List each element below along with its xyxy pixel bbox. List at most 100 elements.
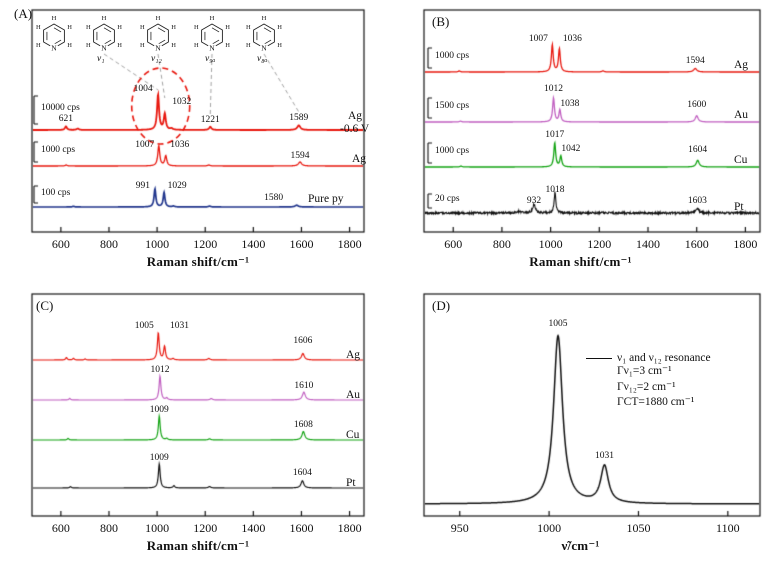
peak-label: 1032 xyxy=(172,97,192,107)
vibration-mode-label: ν₈ₐ xyxy=(257,54,268,64)
peak-label: 1608 xyxy=(293,420,313,430)
series-label: Cu xyxy=(346,429,360,441)
legend-gamma-ct: ΓCT=1880 cm⁻¹ xyxy=(617,396,695,408)
scalebar-label: 10000 cps xyxy=(41,103,80,113)
hydrogen-atom-label: H xyxy=(140,24,145,31)
peak-label: 1012 xyxy=(150,365,170,375)
series-label: Ag xyxy=(352,153,367,165)
nitrogen-atom-label: N xyxy=(51,44,57,53)
peak-label: 1604 xyxy=(688,145,708,155)
vibration-mode-label: ν₁₂ xyxy=(151,54,162,64)
nitrogen-atom-label: N xyxy=(261,44,267,53)
peak-label: 1018 xyxy=(545,185,565,195)
hydrogen-atom-label: H xyxy=(210,15,215,22)
x-tick-label: 950 xyxy=(450,521,469,535)
x-tick-label: 1000 xyxy=(537,521,562,535)
hydrogen-atom-label: H xyxy=(246,42,251,49)
hydrogen-atom-label: H xyxy=(225,42,230,49)
x-tick-label: 1600 xyxy=(289,521,314,535)
pyridine-ring-diagrams: N H H H H H N H H H H H N H H H H H N H H H H H N H H H H H xyxy=(36,15,282,53)
peak-label: 1009 xyxy=(149,453,169,463)
hydrogen-atom-label: H xyxy=(277,42,282,49)
peak-label: 621 xyxy=(58,114,74,125)
series-label: Pt xyxy=(734,201,744,213)
peak-label: 1604 xyxy=(292,468,312,478)
panel-d: (D) ν₁ and ν₁₂ resonance Γν₁=3 cm⁻¹ Γν₁₂… xyxy=(392,288,769,566)
hydrogen-atom-label: H xyxy=(225,24,230,31)
x-tick-label: 1400 xyxy=(241,237,266,251)
panel-d-label: (D) xyxy=(432,298,451,313)
x-tick-label: 1100 xyxy=(716,521,740,535)
peak-label: 1603 xyxy=(687,196,707,206)
peak-label: 1610 xyxy=(294,381,314,391)
nitrogen-atom-label: N xyxy=(209,44,215,53)
peak-label: 1589 xyxy=(289,113,309,124)
peak-label: 1017 xyxy=(545,130,565,140)
legend-title: ν₁ and ν₁₂ resonance xyxy=(617,352,711,364)
x-tick-label: 1050 xyxy=(626,521,651,535)
panel-c-plot-canvas xyxy=(8,288,388,566)
series-label: Ag xyxy=(734,59,749,71)
nitrogen-atom-label: N xyxy=(101,44,107,53)
peak-label: 1036 xyxy=(170,140,190,150)
peak-label: 1600 xyxy=(687,100,707,110)
x-tick-label: 800 xyxy=(492,237,511,251)
hydrogen-atom-label: H xyxy=(194,24,199,31)
scalebar-label: 100 cps xyxy=(41,187,71,198)
panel-a-plot-canvas xyxy=(8,4,388,286)
peak-label: 1005 xyxy=(134,321,154,331)
legend-line-sample xyxy=(586,357,612,359)
hydrogen-atom-label: H xyxy=(67,42,72,49)
hydrogen-atom-label: H xyxy=(262,15,267,22)
hydrogen-atom-label: H xyxy=(102,15,107,22)
x-tick-label: 600 xyxy=(51,237,70,251)
x-tick-label: 1600 xyxy=(684,237,709,251)
panel-c-label: (C) xyxy=(36,298,54,313)
x-tick-label: 1800 xyxy=(337,521,362,535)
peak-label: 1007 xyxy=(135,140,155,150)
peak-label: 1036 xyxy=(562,34,582,44)
hydrogen-atom-label: H xyxy=(86,42,91,49)
panel-b-label: (B) xyxy=(432,14,450,29)
series-label: Ag xyxy=(348,110,363,122)
series-label: Au xyxy=(346,389,361,401)
hydrogen-atom-label: H xyxy=(277,24,282,31)
peak-label: 1004 xyxy=(133,84,153,94)
peak-label: 1031 xyxy=(595,451,614,461)
peak-label: 1606 xyxy=(293,336,313,346)
x-tick-label: 1000 xyxy=(145,237,170,251)
panel-d-xaxis-title: ν̃/cm⁻¹ xyxy=(561,538,600,553)
panel-b-xaxis-title: Raman shift/cm⁻¹ xyxy=(529,254,632,269)
scalebar-label: 20 cps xyxy=(435,194,460,204)
scalebar-label: 1000 cps xyxy=(435,51,470,61)
hydrogen-atom-label: H xyxy=(171,24,176,31)
x-tick-label: 1200 xyxy=(193,237,218,251)
hydrogen-atom-label: H xyxy=(156,15,161,22)
series-label: Pt xyxy=(346,477,356,489)
vibration-mode-label: ν₁ xyxy=(97,54,105,64)
series-label: Au xyxy=(734,109,749,121)
peak-label: 1580 xyxy=(264,193,284,203)
hydrogen-atom-label: H xyxy=(117,24,122,31)
peak-label: 1594 xyxy=(290,151,310,161)
peak-label: 932 xyxy=(526,196,542,206)
panel-b: (B) Raman shift/cm⁻¹ 600 800 1000 1200 1400 1… xyxy=(392,4,769,286)
x-tick-label: 1400 xyxy=(636,237,660,251)
peak-label: 1005 xyxy=(548,319,568,329)
hydrogen-atom-label: H xyxy=(171,42,176,49)
x-tick-label: 1800 xyxy=(733,237,758,251)
panel-a-label: (A) xyxy=(14,6,33,21)
panel-a-xaxis-title: Raman shift/cm⁻¹ xyxy=(146,254,250,269)
peak-label: 1007 xyxy=(528,34,548,44)
series-label: Cu xyxy=(734,154,748,166)
x-tick-label: 600 xyxy=(51,521,70,535)
x-tick-label: 1200 xyxy=(193,521,218,535)
hydrogen-atom-label: H xyxy=(36,24,41,31)
peak-label: 1029 xyxy=(167,181,187,191)
peak-label: 1594 xyxy=(685,56,705,66)
scalebar-label: 1500 cps xyxy=(435,101,470,111)
x-tick-label: 1400 xyxy=(241,521,266,535)
nitrogen-atom-label: N xyxy=(155,44,161,53)
